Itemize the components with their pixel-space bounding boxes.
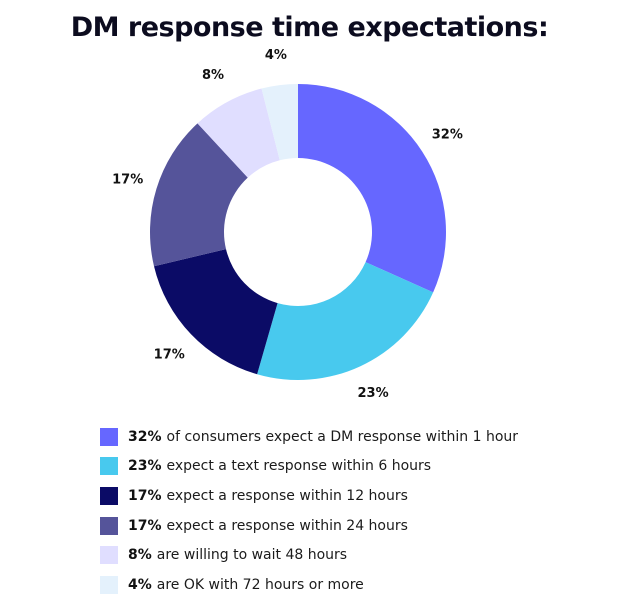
donut-slice bbox=[298, 84, 446, 293]
legend-swatch bbox=[100, 486, 118, 505]
slice-label: 4% bbox=[265, 48, 287, 63]
donut-slice bbox=[150, 123, 248, 267]
legend-text: are OK with 72 hours or more bbox=[156, 576, 364, 593]
legend-text: expect a response within 12 hours bbox=[166, 487, 408, 504]
donut-slice bbox=[197, 88, 280, 178]
legend-text: are willing to wait 48 hours bbox=[156, 547, 348, 564]
slice-label: 8% bbox=[202, 68, 224, 83]
slice-label: 32% bbox=[432, 128, 463, 143]
legend-swatch bbox=[100, 457, 118, 476]
legend-item: 4% are OK with 72 hours or more bbox=[100, 570, 600, 600]
legend-swatch bbox=[100, 575, 118, 594]
legend-item: 32% of consumers expect a DM response wi… bbox=[100, 422, 600, 452]
legend-percent: 8% bbox=[128, 547, 152, 564]
legend-percent: 17% bbox=[128, 487, 162, 504]
legend-percent: 32% bbox=[128, 428, 162, 445]
legend-percent: 17% bbox=[128, 517, 162, 534]
legend-item: 23% expect a text response within 6 hour… bbox=[100, 452, 600, 482]
legend: 32% of consumers expect a DM response wi… bbox=[100, 422, 600, 600]
legend-percent: 4% bbox=[128, 576, 152, 593]
slice-label: 17% bbox=[112, 173, 143, 188]
donut-slice bbox=[154, 249, 278, 375]
donut-slice bbox=[261, 84, 298, 161]
legend-item: 17% expect a response within 24 hours bbox=[100, 511, 600, 541]
legend-swatch bbox=[100, 546, 118, 565]
donut-slice bbox=[257, 262, 434, 380]
legend-swatch bbox=[100, 427, 118, 446]
legend-item: 8% are willing to wait 48 hours bbox=[100, 540, 600, 570]
legend-text: of consumers expect a DM response within… bbox=[166, 428, 519, 445]
slice-label: 23% bbox=[358, 386, 389, 401]
legend-swatch bbox=[100, 516, 118, 535]
slice-label: 17% bbox=[154, 347, 185, 362]
legend-text: expect a response within 24 hours bbox=[166, 517, 408, 534]
legend-text: expect a text response within 6 hours bbox=[166, 458, 432, 475]
legend-percent: 23% bbox=[128, 458, 162, 475]
legend-item: 17% expect a response within 12 hours bbox=[100, 481, 600, 511]
chart-title: DM response time expectations: bbox=[70, 12, 549, 43]
